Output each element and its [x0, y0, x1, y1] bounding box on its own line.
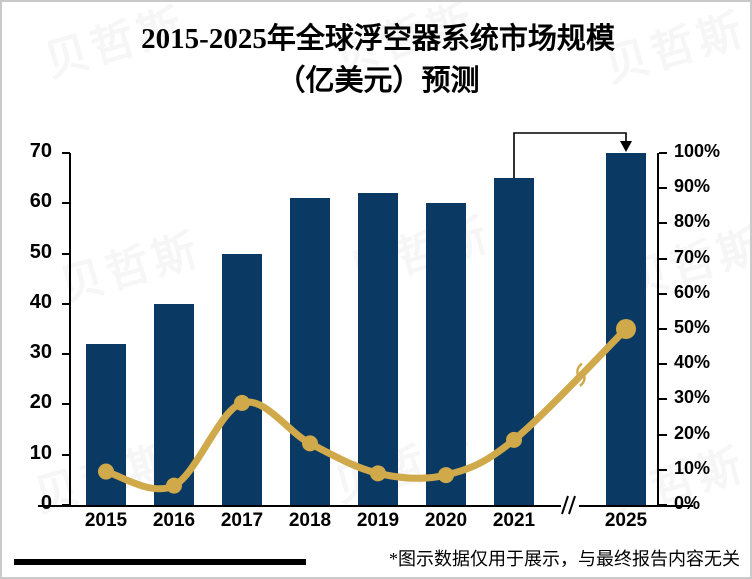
- x-axis-label-2015: 2015: [84, 510, 128, 531]
- y-axis-left-label: 0: [40, 492, 52, 514]
- bar-2019: [358, 193, 398, 505]
- y-axis-left-line: [69, 153, 71, 506]
- y-axis-left-label: 50: [29, 240, 52, 263]
- y-axis-right-tick: [659, 257, 667, 260]
- x-axis-label-2018: 2018: [288, 510, 332, 531]
- x-axis-label-2016: 2016: [152, 510, 196, 531]
- y-axis-left-label: 40: [29, 290, 52, 313]
- y-axis-left-tick: [62, 353, 70, 356]
- y-axis-right-label: 100%: [674, 141, 721, 161]
- x-axis-label-2021: 2021: [492, 510, 536, 531]
- y-axis-right-tick: [659, 292, 667, 295]
- y-axis-right-label: 50%: [674, 317, 711, 337]
- y-axis-left-tick: [62, 152, 70, 154]
- y-axis-right-tick: [659, 222, 667, 225]
- y-axis-right-tick: [659, 468, 667, 471]
- y-axis-left-tick: [62, 302, 70, 305]
- y-axis-right-tick: [659, 187, 667, 190]
- y-axis-left-label: 30: [29, 341, 52, 364]
- y-axis-right-label: 60%: [674, 281, 711, 302]
- y-axis-left-label: 10: [29, 441, 52, 464]
- y-axis-right-label: 10%: [674, 457, 711, 478]
- chart-title-line-2: （亿美元）预测: [276, 65, 480, 97]
- y-axis-right-tick: [659, 152, 667, 154]
- footnote-text: *图示数据仅用于展示，与最终报告内容无关: [389, 549, 740, 569]
- bar-2017: [222, 253, 262, 505]
- y-axis-right-label: 0%: [674, 493, 701, 513]
- x-axis-label-2020: 2020: [424, 510, 468, 531]
- y-axis-right-label: 80%: [674, 211, 711, 232]
- bar-2020: [426, 203, 466, 505]
- x-axis-label-2019: 2019: [356, 510, 400, 531]
- y-axis-left-tick: [62, 403, 70, 406]
- annotation-arrowhead: [620, 141, 632, 152]
- y-axis-right-tick: [659, 363, 667, 366]
- y-axis-right-label: 90%: [674, 176, 711, 197]
- y-axis-left-label: 70: [29, 140, 52, 162]
- bar-2021: [494, 178, 534, 505]
- y-axis-right-label: 70%: [674, 246, 711, 267]
- y-axis-left-tick: [62, 202, 70, 205]
- x-axis-label-2025: 2025: [604, 510, 648, 531]
- x-axis-line: [38, 505, 693, 507]
- y-axis-right-label: 20%: [674, 422, 711, 443]
- chart-title-line-1: 2015-2025年全球浮空器系统市场规模: [141, 23, 615, 55]
- x-axis-label-2017: 2017: [220, 510, 264, 531]
- y-axis-right-tick: [659, 433, 667, 436]
- y-axis-right-tick: [659, 328, 667, 330]
- y-axis-left-tick: [62, 252, 70, 255]
- y-axis-right-label: 40%: [674, 352, 711, 373]
- y-axis-left-tick: [62, 504, 70, 506]
- bars-layer: [70, 153, 658, 505]
- bar-2025: [606, 153, 646, 505]
- bar-2015: [86, 344, 126, 505]
- y-axis-left-label: 60: [29, 190, 52, 213]
- y-axis-right-label: 30%: [674, 387, 711, 408]
- y-axis-right-tick: [659, 504, 667, 506]
- bar-2018: [290, 198, 330, 505]
- y-axis-left-tick: [62, 453, 70, 456]
- footnote-rule: [14, 559, 306, 565]
- chart-title: 2015-2025年全球浮空器系统市场规模 （亿美元）预测: [2, 18, 750, 102]
- y-axis-left-label: 20: [29, 391, 52, 414]
- bar-2016: [154, 303, 194, 505]
- y-axis-right-line: [657, 153, 659, 506]
- y-axis-right-tick: [659, 398, 667, 401]
